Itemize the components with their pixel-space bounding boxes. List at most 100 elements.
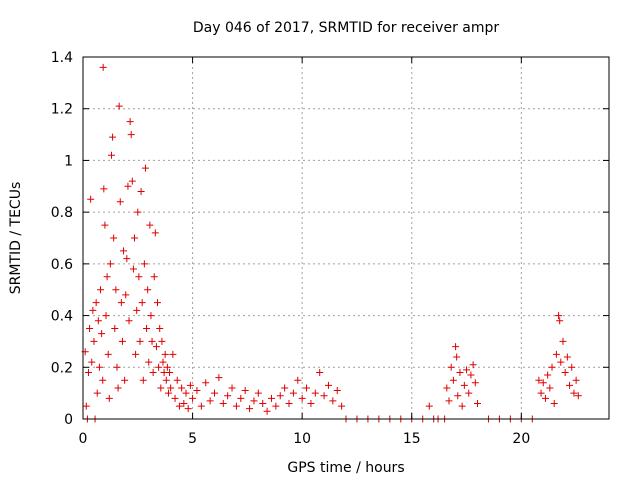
data-point [333, 387, 341, 395]
grid-lines [83, 57, 609, 419]
data-point [171, 394, 179, 402]
data-point [535, 376, 543, 384]
data-point [474, 399, 481, 407]
data-point [197, 402, 205, 410]
data-point [467, 371, 475, 379]
data-point [84, 368, 92, 376]
data-point [118, 337, 126, 345]
data-point [105, 394, 113, 402]
data-point [137, 187, 145, 195]
data-point [101, 221, 109, 229]
data-point [246, 405, 254, 413]
data-point [219, 399, 227, 407]
data-point [285, 399, 293, 407]
data-point [453, 353, 461, 361]
data-point [134, 208, 142, 216]
data-point [254, 389, 262, 397]
data-point [469, 361, 477, 369]
data-point [158, 337, 166, 345]
data-point [320, 392, 328, 400]
data-point [281, 384, 289, 392]
data-point [570, 389, 578, 397]
x-tick-label: 20 [512, 431, 530, 447]
plot-frame [82, 56, 610, 420]
data-point [250, 397, 258, 405]
data-point [123, 255, 131, 263]
data-point [456, 368, 464, 376]
data-point [324, 381, 332, 389]
data-point [316, 368, 324, 376]
data-point [169, 350, 177, 358]
data-point [157, 384, 165, 392]
data-point [131, 234, 139, 242]
data-point [121, 376, 129, 384]
data-point [232, 402, 240, 410]
data-point [125, 317, 133, 325]
data-point [112, 286, 120, 294]
data-point [97, 286, 105, 294]
data-point [471, 379, 479, 387]
y-tick-label: 0.8 [51, 205, 73, 221]
data-point [120, 247, 128, 255]
data-point [460, 381, 468, 389]
data-point [152, 343, 160, 351]
y-tick-label: 0.6 [51, 257, 73, 273]
data-point [150, 273, 158, 281]
y-axis-label: SRMTID / TECUs [8, 182, 24, 295]
data-point [555, 312, 563, 320]
data-point [463, 366, 471, 374]
data-point [445, 397, 453, 405]
data-point [111, 325, 119, 332]
data-point [115, 102, 123, 110]
data-point [559, 337, 567, 345]
data-point [454, 392, 462, 400]
data-point [556, 317, 564, 325]
data-point [106, 260, 114, 268]
axis-ticks: 0 5 10 15 20 0 0.2 0.4 0.6 0.8 1 1.2 1.4 [51, 50, 609, 447]
data-point [163, 363, 171, 371]
data-point [148, 337, 156, 345]
data-point [173, 376, 181, 384]
data-point [548, 363, 556, 371]
data-point [447, 363, 455, 371]
data-point [289, 389, 297, 397]
data-point [311, 389, 319, 397]
data-point [122, 291, 130, 299]
data-point [425, 402, 433, 410]
data-point [211, 389, 218, 397]
data-point [117, 299, 125, 307]
data-point [100, 185, 108, 193]
data-point [139, 376, 147, 384]
data-point [228, 384, 236, 392]
data-point [552, 350, 560, 358]
data-point [141, 164, 149, 172]
data-point [186, 381, 194, 389]
data-point [94, 317, 102, 325]
data-point [180, 399, 188, 407]
data-point [145, 358, 153, 366]
data-point [107, 151, 115, 159]
data-point [338, 402, 346, 410]
x-tick-label: 15 [403, 431, 421, 447]
data-point [458, 402, 466, 410]
data-point [272, 402, 280, 410]
data-point [572, 376, 580, 384]
data-point [178, 384, 186, 392]
data-point [99, 376, 107, 384]
data-point [189, 394, 197, 402]
data-point [147, 312, 155, 320]
data-point [294, 376, 302, 384]
data-point [568, 363, 576, 371]
data-point [87, 195, 95, 203]
data-point [206, 397, 214, 405]
data-point [162, 376, 170, 384]
data-point [267, 394, 275, 402]
data-point [561, 368, 569, 376]
data-point [129, 265, 137, 273]
y-tick-label: 0.4 [51, 309, 73, 325]
data-point [546, 384, 554, 392]
data-point [443, 384, 451, 392]
data-point [110, 234, 118, 242]
data-point [92, 299, 100, 307]
